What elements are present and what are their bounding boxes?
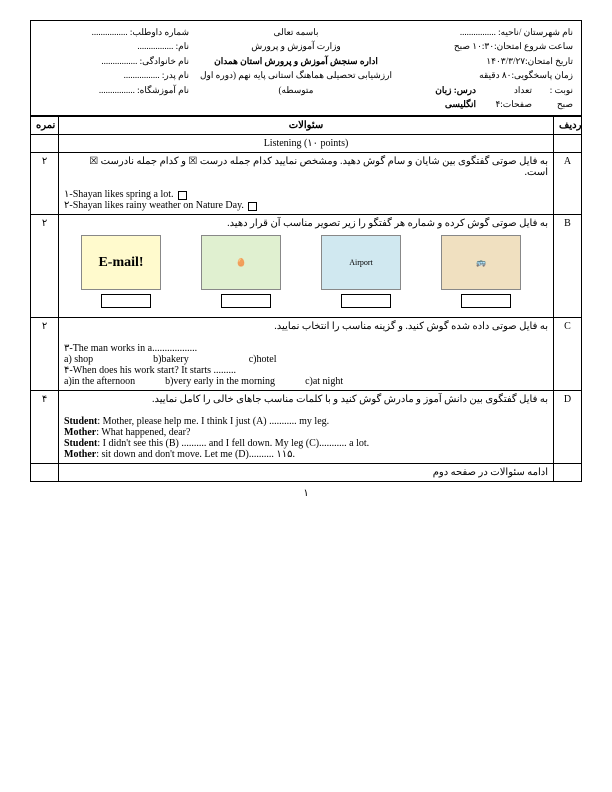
district-field: نام شهرستان /ناحیه: ................ [403, 25, 573, 39]
email-image: E-mail! [81, 235, 161, 290]
img-cell-1: E-mail! [81, 235, 171, 308]
subject: درس: زبان انگلیسی [403, 83, 476, 112]
score-header: نمره [31, 117, 59, 135]
page-number: ۱ [30, 488, 582, 499]
qd-line2-label: Mother [64, 427, 96, 438]
footer-row: ادامه سئوالات در صفحه دوم [31, 464, 582, 482]
header-right-col: نام شهرستان /ناحیه: ................ ساع… [403, 25, 573, 111]
qd-score: ۴ [31, 391, 59, 464]
img-cell-3: Airport [321, 235, 411, 308]
qb-row: B [554, 215, 582, 318]
checkbox-a1[interactable] [178, 191, 187, 200]
surname-field: نام خانوادگی: ................ [39, 54, 189, 68]
org: اداره سنجش آموزش و پرورش استان همدان [189, 54, 403, 68]
img-cell-2: 🥚 [201, 235, 291, 308]
qd-line1: Student: Mother, please help me. I think… [64, 416, 548, 427]
qc-q4: ۴-When does his work start? It starts ..… [64, 365, 548, 376]
row-header: ردیف [554, 117, 582, 135]
qd-line4: Mother: sit down and don't move. Let me … [64, 449, 548, 460]
qd-line1-text: : Mother, please help me. I think I just… [97, 416, 329, 427]
qa-item1-text: ۱-Shayan likes spring a lot. [64, 189, 174, 200]
checkbox-a2[interactable] [248, 202, 257, 211]
questions-header: سئوالات [59, 117, 554, 135]
answer-box-4[interactable] [461, 294, 511, 308]
qd-line4-label: Mother [64, 449, 96, 460]
shift: نوبت : صبح [532, 83, 573, 112]
name-field: نام: ................ [39, 39, 189, 53]
questions-table: نمره سئوالات ردیف Listening (۱۰ points) … [30, 116, 582, 482]
qd-line1-label: Student [64, 416, 97, 427]
qd-line2-text: : What happened, dear? [96, 427, 190, 438]
qc-score: ۲ [31, 318, 59, 391]
qb-prompt: به فایل صوتی گوش کرده و شماره هر گفتگو ر… [64, 218, 548, 229]
qd-line3-text: : I didn't see this (B) .......... and I… [97, 438, 369, 449]
answer-box-3[interactable] [341, 294, 391, 308]
qa-row: A [554, 153, 582, 215]
qb-score: ۲ [31, 215, 59, 318]
img-cell-4: 🚌 [441, 235, 531, 308]
qd-line2: Mother: What happened, dear? [64, 427, 548, 438]
header-left-col: شماره داوطلب: ................ نام: ....… [39, 25, 189, 111]
qc-prompt: به فایل صوتی داده شده گوش کنید. و گزینه … [64, 321, 548, 332]
qd-line4-text: : sit down and don't move. Let me (D)...… [96, 449, 295, 460]
egg-image: 🥚 [201, 235, 281, 290]
father-field: نام پدر: ................ [39, 68, 189, 82]
qa-item1: ۱-Shayan likes spring a lot. [64, 189, 548, 200]
airport-image: Airport [321, 235, 401, 290]
qa-item2: ۲-Shayan likes rainy weather on Nature D… [64, 200, 548, 211]
qd-prompt: به فایل گفتگوی بین دانش آموز و مادرش گوش… [64, 394, 548, 405]
bismillah: باسمه تعالی [189, 25, 403, 39]
qd-row: D [554, 391, 582, 464]
qc-q3-c[interactable]: c)hotel [249, 354, 277, 365]
exam-header: نام شهرستان /ناحیه: ................ ساع… [30, 20, 582, 116]
qc-q4-a[interactable]: a)in the afternoon [64, 376, 135, 387]
image-row: E-mail! 🥚 Airport 🚌 [64, 229, 548, 314]
exam-date: تاریخ امتحان:۱۴۰۳/۳/۲۷ [403, 54, 573, 68]
school-field: نام آموزشگاه: ................ [39, 83, 189, 97]
qa-item2-text: ۲-Shayan likes rainy weather on Nature D… [64, 200, 244, 211]
qa-score: ۲ [31, 153, 59, 215]
answer-box-1[interactable] [101, 294, 151, 308]
qd-line3: Student: I didn't see this (B) .........… [64, 438, 548, 449]
duration: زمان پاسخگویی:۸۰ دقیقه [403, 68, 573, 82]
qd-line3-label: Student [64, 438, 97, 449]
exam-line: ارزشیابی تحصیلی هماهنگ استانی پایه نهم (… [189, 68, 403, 97]
question-c-row: ۲ به فایل صوتی داده شده گوش کنید. و گزین… [31, 318, 582, 391]
start-time: ساعت شروع امتحان:۱۰:۳۰ صبح [403, 39, 573, 53]
qa-prompt: به فایل صوتی گفتگوی بین شایان و سام گوش … [64, 156, 548, 178]
listening-title-row: Listening (۱۰ points) [31, 135, 582, 153]
qc-row: C [554, 318, 582, 391]
candidate-no: شماره داوطلب: ................ [39, 25, 189, 39]
qc-q3-options: a) shop b)bakery c)hotel [64, 354, 548, 365]
qc-q3: ۳-The man works in a.................. [64, 343, 548, 354]
qc-q3-a[interactable]: a) shop [64, 354, 93, 365]
table-header-row: نمره سئوالات ردیف [31, 117, 582, 135]
answer-box-2[interactable] [221, 294, 271, 308]
qc-q4-options: a)in the afternoon b)very early in the m… [64, 376, 548, 387]
qc-q4-c[interactable]: c)at night [305, 376, 343, 387]
ministry: وزارت آموزش و پرورش [189, 39, 403, 53]
question-d-row: ۴ به فایل گفتگوی بین دانش آموز و مادرش گ… [31, 391, 582, 464]
qc-q3-b[interactable]: b)bakery [153, 354, 189, 365]
footer-note: ادامه سئوالات در صفحه دوم [59, 464, 554, 482]
qc-q4-b[interactable]: b)very early in the morning [165, 376, 275, 387]
question-a-row: ۲ به فایل صوتی گفتگوی بین شایان و سام گو… [31, 153, 582, 215]
question-b-row: ۲ به فایل صوتی گوش کرده و شماره هر گفتگو… [31, 215, 582, 318]
header-center-col: باسمه تعالی وزارت آموزش و پرورش اداره سن… [189, 25, 403, 111]
listening-title: Listening (۱۰ points) [59, 135, 554, 153]
pages: تعداد صفحات:۴ [476, 83, 532, 112]
bus-image: 🚌 [441, 235, 521, 290]
